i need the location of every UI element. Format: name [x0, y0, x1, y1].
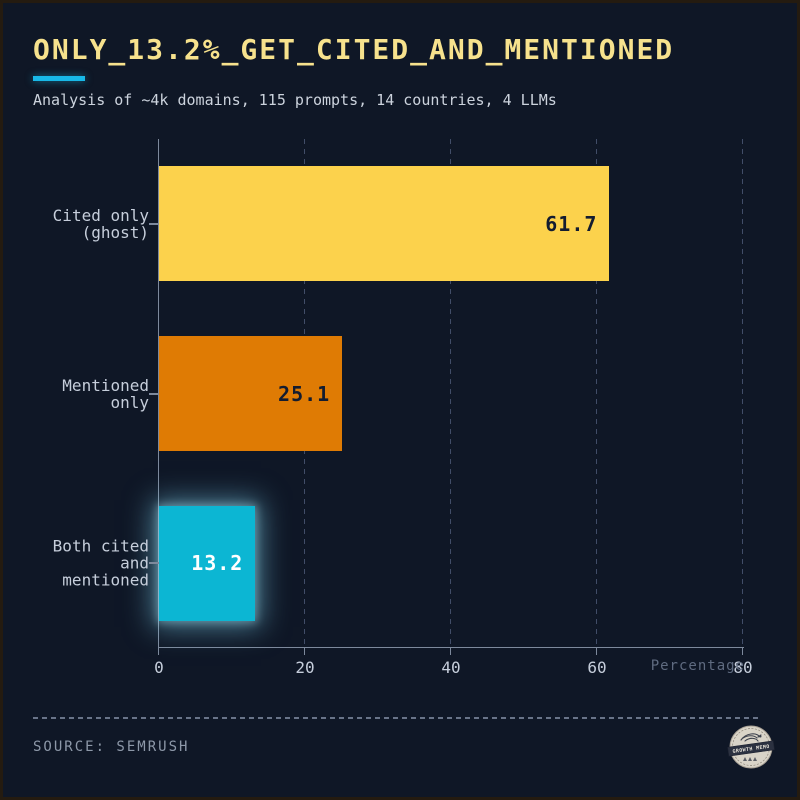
category-label-line: Cited only — [52, 205, 149, 225]
gridline-x-40 — [450, 139, 451, 648]
x-tick-20 — [304, 648, 305, 655]
category-label-line: (ghost) — [81, 222, 149, 242]
gridline-x-60 — [596, 139, 597, 648]
page-title: ONLY_13.2%_GET_CITED_AND_MENTIONED — [33, 33, 675, 66]
category-label-line: only — [110, 392, 149, 412]
y-tick-2 — [149, 562, 159, 565]
gridline-x-80 — [742, 139, 743, 648]
category-label-line: and — [120, 553, 149, 573]
category-label-line: Mentioned — [62, 375, 149, 395]
growth-memo-stamp-logo: GROWTH MEMO — [727, 725, 775, 769]
x-tick-60 — [596, 648, 597, 655]
plot-area: 0 20 40 60 80 61.7 25.1 13.2 — [149, 139, 753, 677]
chart-subtitle: Analysis of ~4k domains, 115 prompts, 14… — [33, 91, 557, 109]
bar-mentioned: 25.1 — [159, 336, 343, 451]
stamp-banner-text: GROWTH MEMO — [732, 744, 770, 755]
category-label-1: Mentioned only — [17, 377, 149, 411]
category-label-2: Both cited and mentioned — [17, 538, 149, 589]
bird-icon — [740, 733, 762, 742]
footer-divider — [33, 717, 759, 719]
category-label-0: Cited only (ghost) — [17, 207, 149, 241]
x-tick-label-20: 20 — [295, 658, 315, 677]
x-axis-line — [158, 647, 744, 648]
x-tick-label-80: 80 — [733, 658, 753, 677]
category-labels: Cited only (ghost) Mentioned only Both cited… — [17, 139, 149, 648]
bar-value-label: 13.2 — [191, 551, 244, 576]
title-accent-underline — [33, 76, 85, 81]
source-credit: SOURCE: SEMRUSH — [33, 739, 190, 755]
bar-value-label: 61.7 — [545, 211, 598, 236]
x-tick-0 — [158, 648, 159, 655]
category-label-line: Both cited — [52, 536, 149, 556]
x-tick-80 — [742, 648, 743, 655]
bar-value-label: 25.1 — [278, 381, 331, 406]
x-tick-label-60: 60 — [587, 658, 607, 677]
category-label-line: mentioned — [62, 570, 149, 590]
x-tick-40 — [450, 648, 451, 655]
x-tick-label-0: 0 — [154, 658, 164, 677]
y-tick-1 — [149, 392, 159, 395]
bar-cited-only: 61.7 — [159, 166, 610, 282]
bar-both-cited: 13.2 — [159, 505, 256, 621]
y-tick-0 — [149, 222, 159, 225]
x-tick-label-40: 40 — [441, 658, 461, 677]
